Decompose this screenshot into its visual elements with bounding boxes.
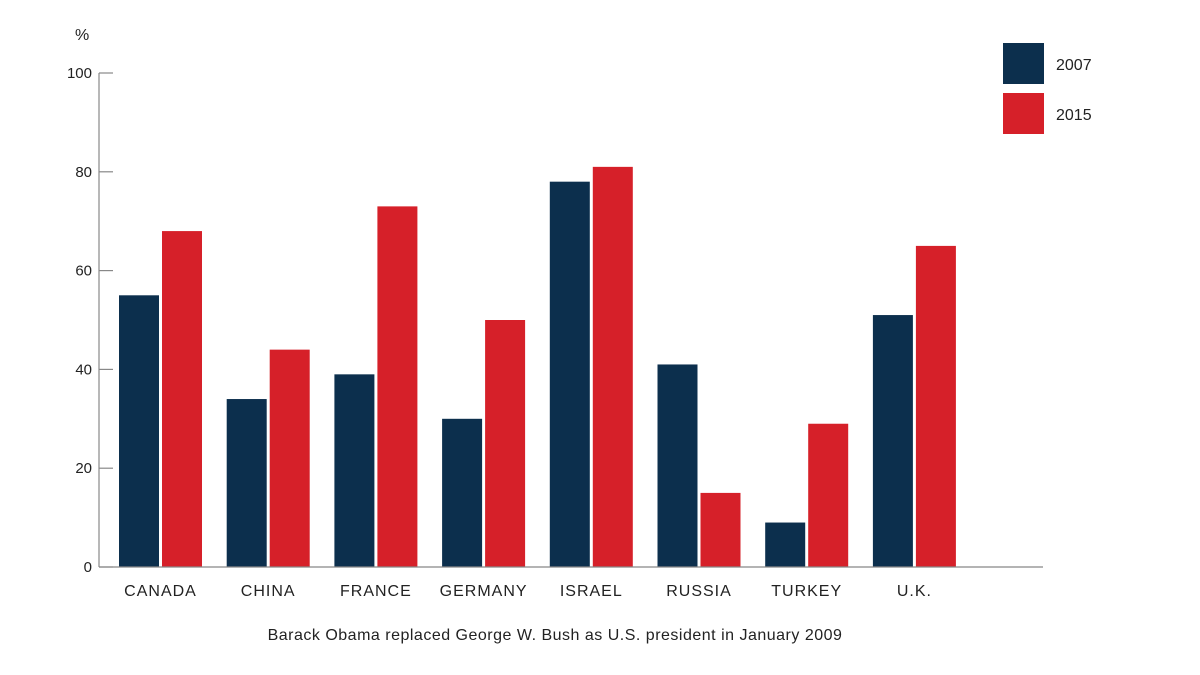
y-axis-unit-label: % — [75, 27, 89, 44]
bar-2007-turkey — [765, 522, 806, 567]
chart-footnote: Barack Obama replaced George W. Bush as … — [267, 627, 843, 644]
x-category-label: FRANCE — [340, 583, 412, 600]
bar-2007-canada — [119, 295, 159, 567]
x-category-label: GERMANY — [440, 583, 528, 600]
bars — [119, 166, 956, 568]
y-tick-label: 20 — [75, 460, 92, 477]
bar-2015-uk — [915, 245, 956, 567]
y-tick-label: 60 — [75, 263, 92, 280]
x-category-label: CHINA — [241, 583, 296, 600]
x-category-label: RUSSIA — [666, 583, 732, 600]
bar-2007-russia — [657, 364, 698, 567]
bar-2007-israel — [549, 181, 590, 567]
bar-2007-uk — [872, 315, 913, 567]
x-axis: CANADA CHINA FRANCE GERMANY ISRAEL RUSSIA TURK… — [99, 566, 1043, 600]
bar-2015-turkey — [808, 423, 849, 567]
x-category-label: U.K. — [897, 583, 932, 600]
legend: 2007 2015 — [1003, 43, 1092, 134]
x-category-label: TURKEY — [771, 583, 842, 600]
bar-2007-france — [334, 374, 375, 567]
legend-swatch-2007 — [1003, 43, 1044, 84]
bar-2015-france — [377, 206, 418, 567]
y-tick-label: 80 — [75, 164, 92, 181]
bar-2015-russia — [700, 492, 741, 567]
bar-2015-china — [269, 349, 310, 567]
bar-2015-israel — [592, 166, 633, 568]
y-axis: 0 20 40 60 80 100 — [67, 65, 113, 576]
bar-2015-germany — [485, 320, 526, 567]
x-category-label: CANADA — [124, 583, 197, 600]
bar-2015-canada — [162, 231, 202, 567]
x-category-label: ISRAEL — [560, 583, 623, 600]
bar-2007-china — [226, 399, 267, 567]
y-tick-label: 40 — [75, 361, 92, 378]
legend-swatch-2015 — [1003, 93, 1044, 134]
legend-label-2015: 2015 — [1056, 107, 1092, 124]
y-tick-label: 100 — [67, 65, 92, 82]
legend-label-2007: 2007 — [1056, 57, 1092, 74]
bar-2007-germany — [442, 418, 483, 567]
y-tick-label: 0 — [84, 559, 92, 576]
